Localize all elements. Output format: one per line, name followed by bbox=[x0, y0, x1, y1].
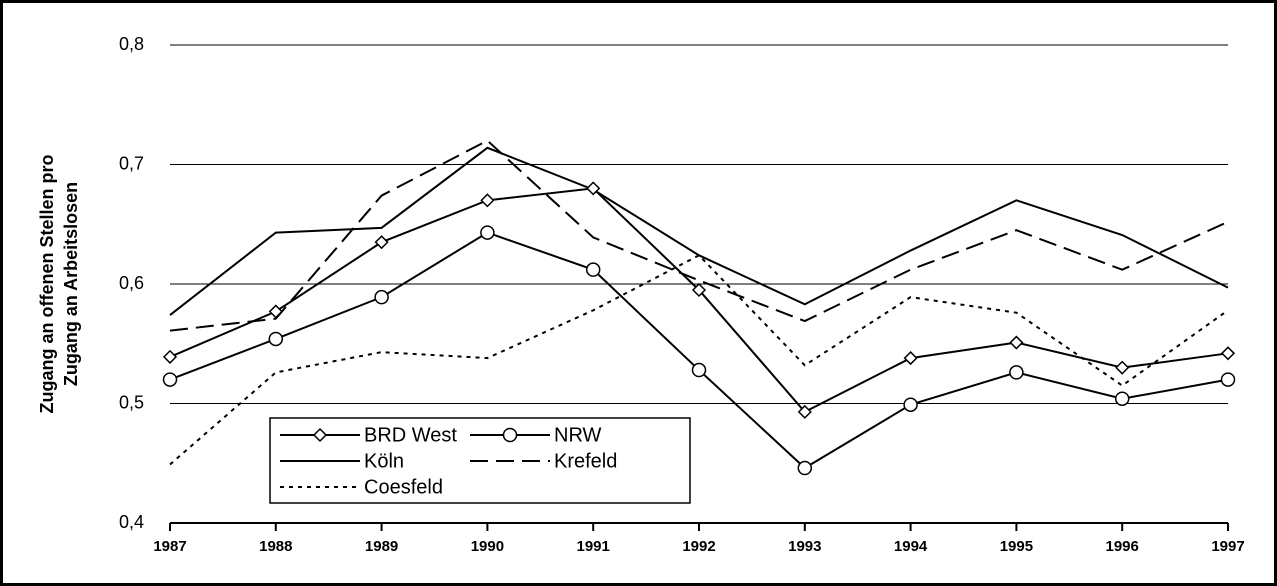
marker bbox=[586, 181, 601, 196]
legend-label: Coesfeld bbox=[364, 476, 443, 498]
y-tick-label: 0,7 bbox=[119, 153, 144, 173]
x-tick-label: 1992 bbox=[682, 538, 715, 555]
marker bbox=[162, 372, 178, 387]
x-tick-label: 1997 bbox=[1211, 538, 1244, 555]
marker bbox=[1009, 335, 1024, 350]
x-tick-label: 1988 bbox=[259, 538, 292, 555]
marker bbox=[1220, 372, 1236, 387]
marker bbox=[480, 225, 495, 240]
series-line bbox=[169, 139, 1229, 332]
x-tick-label: 1993 bbox=[788, 538, 821, 555]
marker bbox=[691, 282, 707, 298]
marker bbox=[797, 404, 812, 419]
marker bbox=[374, 235, 389, 250]
marker bbox=[797, 460, 813, 476]
marker bbox=[268, 331, 284, 347]
x-tick-label: 1991 bbox=[577, 538, 610, 555]
marker bbox=[1114, 391, 1130, 406]
y-tick-label: 0,6 bbox=[119, 273, 144, 293]
marker bbox=[1009, 365, 1024, 380]
marker bbox=[1115, 360, 1130, 375]
marker bbox=[903, 397, 918, 412]
legend-label: Köln bbox=[364, 450, 404, 472]
x-tick-label: 1995 bbox=[1000, 538, 1033, 555]
legend-label: Krefeld bbox=[554, 450, 617, 472]
series-line bbox=[169, 146, 1229, 316]
x-tick-label: 1989 bbox=[365, 538, 398, 555]
y-tick-label: 0,8 bbox=[119, 34, 144, 54]
x-tick-label: 1990 bbox=[471, 538, 504, 555]
series-line bbox=[169, 254, 1229, 466]
marker bbox=[585, 262, 601, 277]
marker bbox=[502, 427, 518, 443]
legend-label: NRW bbox=[554, 424, 602, 446]
y-axis-title: Zugang an offenen Stellen pro Zugang an … bbox=[37, 154, 81, 413]
marker bbox=[374, 289, 389, 305]
marker bbox=[312, 427, 328, 443]
marker bbox=[480, 193, 495, 208]
legend-label: BRD West bbox=[364, 424, 457, 446]
marker bbox=[1220, 346, 1236, 361]
marker bbox=[691, 362, 707, 378]
x-tick-label: 1987 bbox=[153, 538, 186, 555]
y-tick-label: 0,5 bbox=[119, 392, 144, 412]
x-tick-label: 1996 bbox=[1106, 538, 1139, 555]
y-tick-label: 0,4 bbox=[119, 512, 144, 532]
y-axis-title-line: Zugang an Arbeitslosen bbox=[61, 182, 81, 386]
marker bbox=[903, 351, 918, 366]
marker bbox=[268, 304, 283, 319]
legend: BRD West NRW Köln Krefeld Coesfeld bbox=[269, 417, 691, 504]
marker bbox=[162, 349, 178, 364]
y-axis-title-line: Zugang an offenen Stellen pro bbox=[37, 154, 57, 413]
x-tick-label: 1994 bbox=[894, 538, 928, 555]
